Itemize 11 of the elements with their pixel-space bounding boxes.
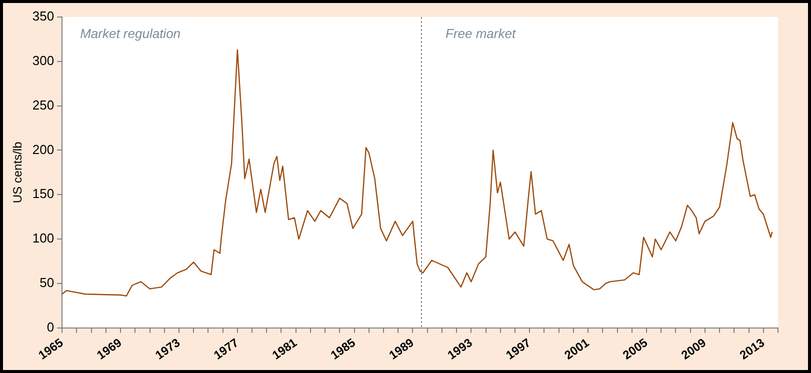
- y-tick-label: 0: [46, 319, 54, 334]
- y-tick-label: 150: [32, 186, 54, 202]
- y-axis-title: US cents/lb: [10, 141, 25, 204]
- y-tick-label: 200: [32, 142, 54, 157]
- y-tick-label: 50: [40, 275, 54, 290]
- y-tick-label: 250: [32, 97, 54, 112]
- y-tick-label: 100: [32, 230, 54, 246]
- annotation: Market regulation: [80, 26, 181, 42]
- y-tick-label: 350: [32, 8, 54, 24]
- y-tick-label: 300: [32, 52, 54, 68]
- annotation: Free market: [446, 26, 517, 42]
